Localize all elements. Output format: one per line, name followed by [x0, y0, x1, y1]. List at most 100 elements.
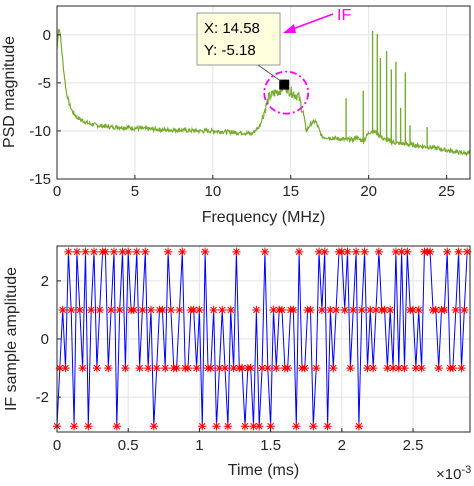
- datatip-pointer: [257, 64, 281, 82]
- if-sample-marker: [95, 305, 104, 315]
- psd-x-tick-label: 0: [53, 183, 61, 200]
- datatip-x-text: X: 14.58: [204, 20, 260, 37]
- if-sample-marker: [311, 363, 321, 373]
- datatip-y-text: Y: -5.18: [204, 42, 256, 59]
- if-sample-marker: [269, 305, 278, 315]
- if-sample-marker: [86, 305, 96, 315]
- if-sample-marker: [252, 305, 261, 315]
- if-sample-marker: [166, 305, 176, 315]
- if-sample-marker: [255, 421, 264, 431]
- if-sample-marker: [397, 247, 406, 257]
- if-x-tick-label: 2.5: [403, 437, 424, 454]
- if-sample-marker: [368, 363, 378, 373]
- psd-x-tick-label: 5: [131, 183, 139, 200]
- if-y-tick-label: 2: [41, 273, 49, 290]
- if-sample-marker: [417, 363, 426, 373]
- if-sample-marker: [354, 421, 364, 431]
- if-sample-marker: [104, 363, 113, 373]
- if-sample-marker: [172, 363, 181, 373]
- if-sample-marker: [161, 363, 170, 373]
- if-sample-marker: [388, 363, 398, 373]
- if-sample-marker: [143, 363, 153, 373]
- if-sample-marker: [189, 305, 198, 315]
- if-x-tick-label: 1.5: [260, 437, 281, 454]
- if-sample-marker: [218, 305, 227, 315]
- psd-trace: [56, 28, 471, 157]
- if-sample-marker: [414, 305, 423, 315]
- if-sample-marker: [69, 421, 79, 431]
- if-sample-marker: [411, 363, 421, 373]
- if-x-multiplier-exponent: -3: [461, 464, 471, 476]
- if-sample-marker: [101, 247, 110, 257]
- if-sample-marker: [454, 247, 463, 257]
- psd-x-tick-label: 20: [360, 183, 377, 200]
- if-sample-marker: [260, 247, 270, 257]
- if-arrow-head: [283, 24, 296, 33]
- if-sample-marker: [152, 363, 161, 373]
- if-sample-marker: [351, 247, 361, 257]
- psd-x-tick-label: 15: [282, 183, 299, 200]
- if-sample-marker: [129, 305, 139, 315]
- if-sample-marker: [141, 247, 150, 257]
- if-y-label: IF sample amplitude: [3, 267, 20, 411]
- if-sample-marker: [124, 247, 133, 257]
- psd-x-ticks: 0 5 10 15 20 25: [53, 175, 455, 200]
- if-sample-marker: [283, 363, 292, 373]
- if-sample-marker: [72, 247, 82, 257]
- if-annotation-label: IF: [337, 7, 351, 24]
- if-sample-marker: [229, 363, 238, 373]
- if-sample-marker: [118, 247, 127, 257]
- psd-y-tick-label: -15: [29, 171, 51, 188]
- datatip-box: [196, 12, 281, 66]
- if-sample-marker: [121, 363, 130, 373]
- if-sample-marker: [146, 305, 156, 315]
- if-sample-marker: [178, 247, 187, 257]
- psd-annotations: X: 14.58 Y: -5.18 IF: [196, 7, 351, 115]
- psd-x-tick-label: 25: [438, 183, 455, 200]
- if-sample-marker: [115, 305, 124, 315]
- psd-y-tick-label: 0: [43, 27, 51, 44]
- if-sample-marker: [343, 247, 352, 257]
- if-sample-marker: [84, 421, 93, 431]
- if-sample-marker: [220, 363, 230, 373]
- if-y-ticks: 2 0 -2: [36, 273, 61, 406]
- if-sample-marker: [309, 421, 318, 431]
- if-sample-marker: [183, 363, 193, 373]
- if-sample-marker: [292, 421, 301, 431]
- if-sample-marker: [289, 305, 298, 315]
- if-sample-marker: [249, 421, 258, 431]
- if-x-tick-label: 2: [338, 437, 346, 454]
- if-highlight-ellipse: [263, 70, 310, 115]
- if-sample-marker: [132, 247, 141, 257]
- if-sample-marker: [138, 305, 147, 315]
- if-sample-marker: [320, 247, 329, 257]
- if-y-tick-label: -2: [36, 389, 49, 406]
- if-sample-marker: [240, 421, 250, 431]
- if-sample-marker: [400, 363, 409, 373]
- if-sample-marker: [209, 305, 218, 315]
- if-sample-marker: [357, 305, 366, 315]
- if-sample-marker: [272, 363, 281, 373]
- psd-y-tick-label: -5: [38, 75, 51, 92]
- if-sample-marker: [266, 421, 275, 431]
- if-sample-marker: [329, 363, 338, 373]
- if-sample-marker: [215, 363, 224, 373]
- if-sample-marker: [109, 247, 119, 257]
- if-sample-marker: [300, 363, 309, 373]
- psd-y-label: PSD magnitude: [1, 36, 18, 148]
- if-sample-marker: [294, 247, 304, 257]
- if-sample-marker: [55, 363, 65, 373]
- if-sample-marker: [346, 363, 355, 373]
- if-sample-marker: [78, 363, 87, 373]
- if-x-tick-label: 0: [53, 437, 61, 454]
- psd-series: [56, 28, 471, 157]
- if-sample-marker: [380, 305, 389, 315]
- if-sample-marker: [314, 247, 324, 257]
- if-x-label: Time (ms): [228, 462, 299, 479]
- if-sample-marker: [349, 305, 358, 315]
- psd-x-tick-label: 10: [205, 183, 222, 200]
- if-sample-marker: [64, 247, 73, 257]
- if-x-tick-label: 0.5: [118, 437, 139, 454]
- if-sample-marker: [206, 363, 216, 373]
